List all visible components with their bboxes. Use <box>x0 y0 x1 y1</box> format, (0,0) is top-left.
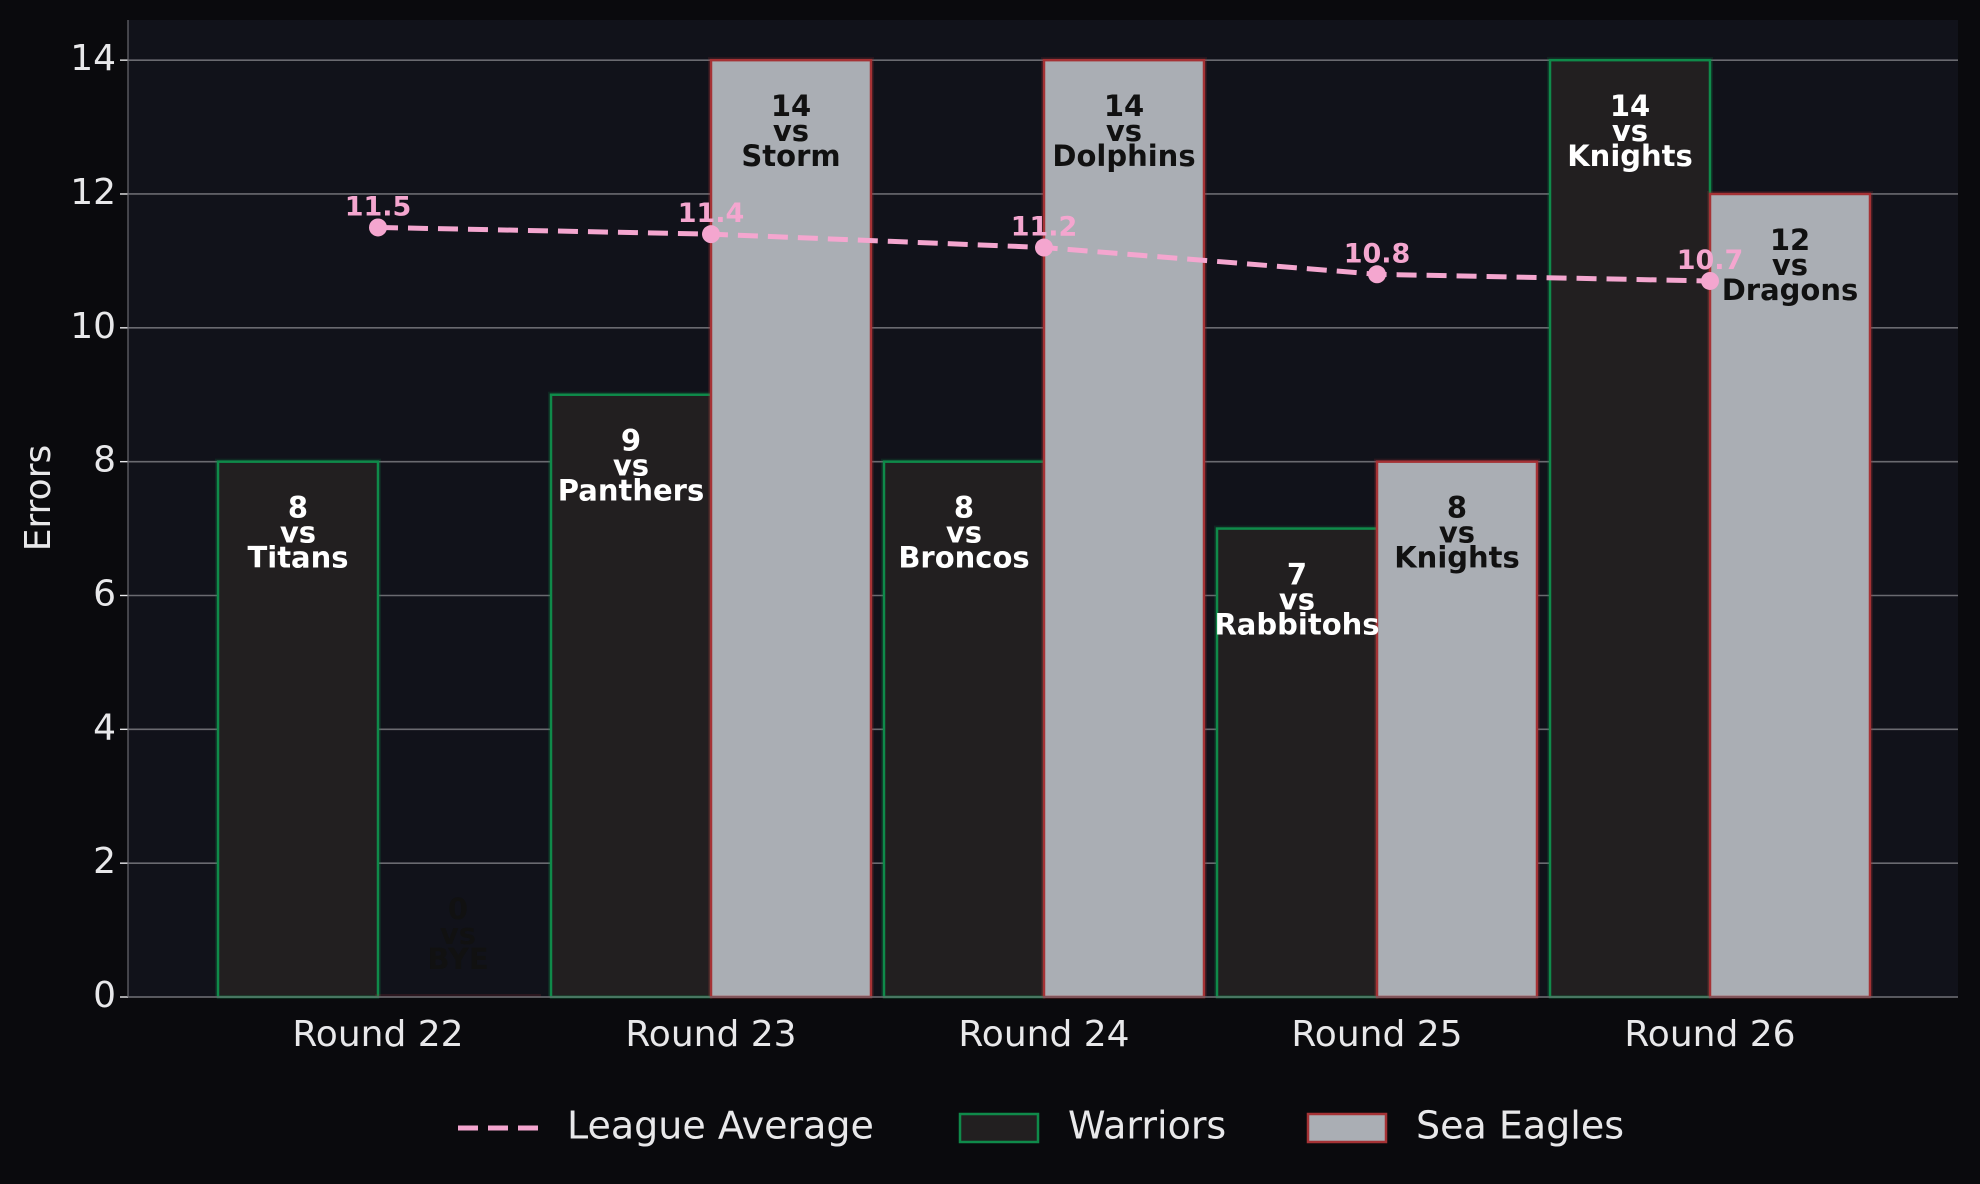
bar-label-vs: vs <box>946 516 982 550</box>
bar-label-value: 14 <box>771 89 811 123</box>
warriors-bar-label: 7 vs Rabbitohs <box>1214 558 1379 642</box>
league-average-value-label: 10.7 <box>1677 245 1744 276</box>
bar-label-value: 8 <box>954 491 974 525</box>
warriors-bar <box>1548 58 1712 999</box>
sea-eagles-bar <box>1042 58 1206 999</box>
x-tick-label: Round 22 <box>292 1014 463 1055</box>
sea-eagles-bar-label: 14 vs Dolphins <box>1052 89 1195 173</box>
warriors-bar-label: 8 vs Broncos <box>898 491 1029 575</box>
warriors-bar-label: 14 vs Knights <box>1567 89 1693 173</box>
sea-eagles-bar-label: 8 vs Knights <box>1394 491 1520 575</box>
league-average-line: 11.5 11.4 11.2 10.8 10.7 <box>345 191 1744 290</box>
bar-label-vs: vs <box>280 516 316 550</box>
bar-label-opponent: Storm <box>741 139 840 173</box>
sea-eagles-bar <box>709 58 873 999</box>
bar-label-opponent: Knights <box>1567 139 1693 173</box>
bar-label-vs: vs <box>773 114 809 148</box>
y-tick-label: 8 <box>93 440 116 481</box>
sea-eagles-bar-label: 12 vs Dragons <box>1722 223 1859 307</box>
y-tick-label: 6 <box>93 573 116 614</box>
league-average-point <box>702 225 720 244</box>
legend-swatch-sea-eagles <box>1306 1112 1388 1144</box>
y-tick-label: 2 <box>93 841 116 882</box>
legend: League Average Warriors Sea Eagles <box>458 1104 1624 1148</box>
bar-label-value: 8 <box>288 491 308 525</box>
bar-label-value: 12 <box>1770 223 1810 257</box>
warriors-bar-label: 9 vs Panthers <box>558 424 704 508</box>
bar-label-value: 14 <box>1104 89 1144 123</box>
sea-eagles-bar-label: 0 vs BYE <box>427 892 488 976</box>
bar-glow <box>375 994 541 997</box>
legend-label-league-average: League Average <box>567 1104 874 1148</box>
bar-label-vs: vs <box>1772 248 1808 282</box>
legend-label-sea-eagles: Sea Eagles <box>1416 1104 1624 1148</box>
bar-label-vs: vs <box>613 449 649 483</box>
bar-label-vs: vs <box>1106 114 1142 148</box>
y-tick-label: 10 <box>70 306 116 347</box>
y-axis-label: Errors <box>18 445 59 552</box>
y-tick-label: 0 <box>93 975 116 1016</box>
league-average-point <box>369 218 387 237</box>
bar-label-opponent: Dolphins <box>1052 139 1195 173</box>
league-average-point <box>1701 271 1719 290</box>
legend-label-warriors: Warriors <box>1068 1104 1226 1148</box>
bar-label-vs: vs <box>440 917 476 951</box>
bar-label-value: 0 <box>448 892 468 926</box>
league-average-value-label: 11.2 <box>1011 212 1078 243</box>
sea-eagles-bar <box>1375 460 1539 999</box>
y-tick-label: 14 <box>70 38 116 79</box>
bar-label-value: 8 <box>1447 491 1467 525</box>
x-tick-label: Round 25 <box>1291 1014 1462 1055</box>
bar-label-opponent: Knights <box>1394 541 1520 575</box>
x-tick-label: Round 26 <box>1624 1014 1795 1055</box>
bar-label-opponent: Titans <box>247 541 348 575</box>
league-average-value-label: 11.4 <box>678 198 745 229</box>
league-average-point <box>1368 265 1386 284</box>
bar-label-opponent: BYE <box>427 942 488 976</box>
y-tick-label: 12 <box>70 172 116 213</box>
bar-label-vs: vs <box>1612 114 1648 148</box>
warriors-bar-label: 8 vs Titans <box>247 491 348 575</box>
bar-label-vs: vs <box>1439 516 1475 550</box>
legend-swatch-warriors <box>958 1112 1040 1144</box>
bar-label-vs: vs <box>1279 583 1315 617</box>
warriors-bar <box>882 460 1046 999</box>
bar-label-value: 9 <box>621 424 641 458</box>
warriors-bar <box>216 460 380 999</box>
bar-label-value: 7 <box>1287 558 1307 592</box>
league-average-value-label: 11.5 <box>345 191 412 222</box>
bar-label-opponent: Panthers <box>558 474 704 508</box>
bar-label-opponent: Rabbitohs <box>1214 608 1379 642</box>
warriors-bar <box>1215 527 1379 999</box>
x-tick-label: Round 24 <box>958 1014 1129 1055</box>
league-average-value-label: 10.8 <box>1344 238 1411 269</box>
bar-label-opponent: Broncos <box>898 541 1029 575</box>
axes: 0 2 4 6 8 10 12 14 Round 22 Round 23 Round 24 Round… <box>70 20 1958 1055</box>
bars <box>215 57 1873 999</box>
bar-label-value: 14 <box>1610 89 1650 123</box>
bar-label-opponent: Dragons <box>1722 273 1859 307</box>
league-average-point <box>1035 238 1053 257</box>
sea-eagles-bar <box>1708 192 1872 999</box>
sea-eagles-bar-label: 14 vs Storm <box>741 89 840 173</box>
y-tick-label: 4 <box>93 707 116 748</box>
x-tick-label: Round 23 <box>625 1014 796 1055</box>
